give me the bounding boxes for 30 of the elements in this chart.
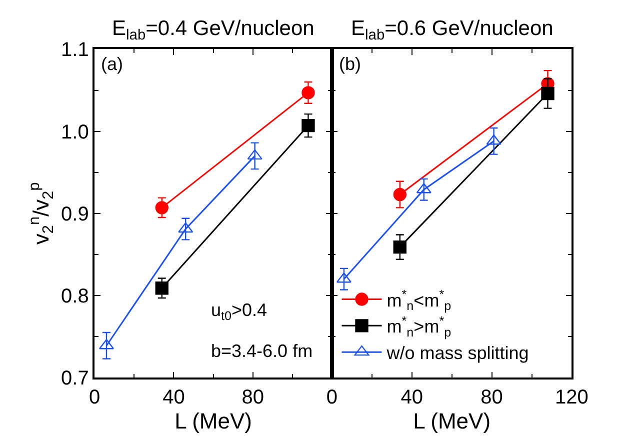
x-tick-label: 0	[326, 386, 338, 408]
x-tick-label: 120	[555, 386, 588, 408]
point	[302, 118, 315, 132]
y-tick-label: 0.8	[61, 286, 89, 308]
chart-title: E$_{lab}$=0.4 GeV/nucleon	[112, 17, 314, 44]
x-tick-label: 80	[480, 386, 503, 408]
point	[178, 222, 194, 233]
y-tick-label: 1.1	[61, 39, 89, 62]
x-tick-label: 40	[162, 386, 185, 408]
annotation: b=3.4-6.0 fm	[211, 341, 313, 361]
chart-title: E$_{lab}$=0.6 GeV/nucleon	[351, 17, 554, 44]
point	[541, 86, 554, 100]
point	[393, 240, 406, 254]
x-axis-title: L (MeV)	[174, 408, 252, 434]
annotation: (a)	[101, 54, 123, 74]
annotation: (b)	[339, 54, 361, 74]
x-tick-label: 0	[89, 386, 100, 408]
annotation: u$_{t0}$>0.4	[211, 300, 268, 323]
y-tick-label: 0.9	[61, 203, 89, 226]
y-tick-label: 0.7	[61, 368, 89, 390]
point	[155, 282, 168, 295]
x-axis-title: L (MeV)	[413, 408, 491, 434]
legend-label: w/o mass splitting	[386, 343, 529, 364]
point	[393, 188, 406, 202]
x-tick-label: 80	[242, 386, 264, 408]
point	[155, 201, 168, 214]
point	[302, 86, 315, 100]
x-tick-label: 40	[400, 386, 424, 408]
point	[247, 149, 262, 160]
y-tick-label: 1.0	[61, 121, 89, 144]
